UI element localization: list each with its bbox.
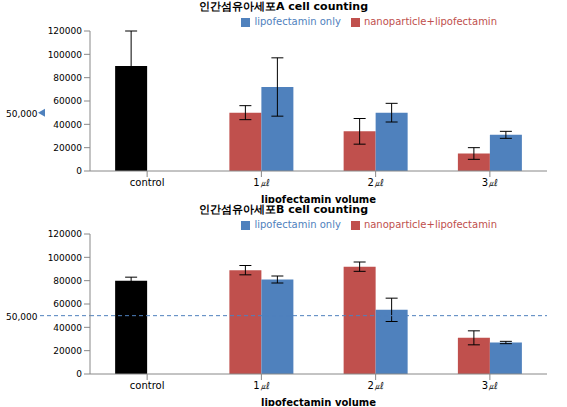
svg-text:0: 0	[76, 166, 82, 176]
html-text:nanoparticle+lipofectamin: nanoparticle+lipofectamin	[363, 219, 497, 230]
html-text:nanoparticle+lipofectamin: nanoparticle+lipofectamin	[363, 16, 497, 27]
svg-text:80000: 80000	[53, 73, 82, 83]
svg-text:lipofectamin volume: lipofectamin volume	[261, 194, 376, 203]
svg-text:120000: 120000	[48, 229, 83, 239]
svg-text:1㎕: 1㎕	[253, 380, 269, 391]
html-text:인간섬유아세포B cell counting: 인간섬유아세포B cell counting	[199, 203, 368, 216]
svg-text:20000: 20000	[53, 346, 82, 356]
html-text:lipofectamin only: lipofectamin only	[254, 16, 341, 27]
svg-text:2㎕: 2㎕	[367, 177, 383, 188]
svg-text:2㎕: 2㎕	[367, 380, 383, 391]
svg-text:60000: 60000	[53, 96, 82, 106]
html-text:인간섬유아세포A cell counting: 인간섬유아세포A cell counting	[198, 0, 369, 13]
svg-text:control: control	[130, 380, 165, 391]
svg-text:0: 0	[76, 369, 82, 379]
svg-text:lipofectamin volume: lipofectamin volume	[261, 397, 376, 406]
svg-text:3㎕: 3㎕	[482, 380, 498, 391]
svg-text:50,000: 50,000	[8, 312, 38, 322]
svg-text:40000: 40000	[53, 323, 82, 333]
svg-text:40000: 40000	[53, 120, 82, 130]
svg-text:1㎕: 1㎕	[253, 177, 269, 188]
svg-text:20000: 20000	[53, 143, 82, 153]
svg-text:80000: 80000	[53, 276, 82, 286]
svg-text:3㎕: 3㎕	[482, 177, 498, 188]
svg-text:60000: 60000	[53, 299, 82, 309]
svg-text:50,000: 50,000	[8, 109, 38, 119]
svg-text:120000: 120000	[48, 26, 83, 36]
svg-text:control: control	[130, 177, 165, 188]
html-text:lipofectamin only: lipofectamin only	[254, 219, 341, 230]
svg-text:100000: 100000	[48, 50, 83, 60]
svg-text:100000: 100000	[48, 253, 83, 263]
